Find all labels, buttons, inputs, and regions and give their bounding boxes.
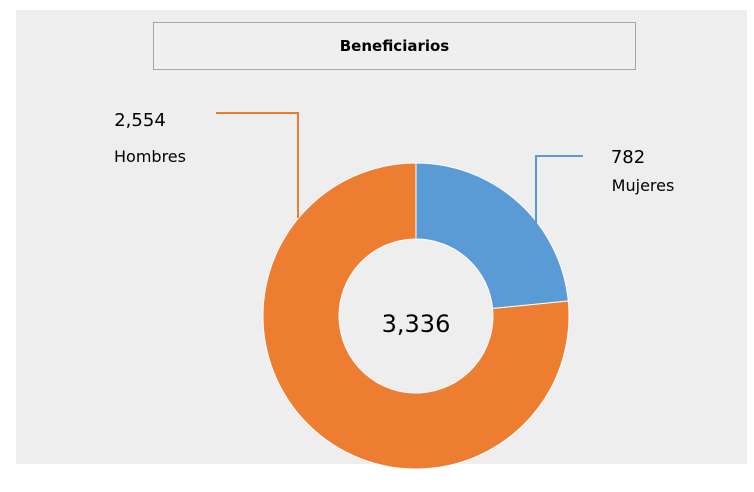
category-label-mujeres: Mujeres bbox=[612, 176, 675, 195]
leader-mujeres bbox=[535, 155, 583, 223]
leader-lines bbox=[216, 112, 583, 223]
slice-hombres bbox=[262, 162, 570, 470]
data-labels: 782 Mujeres 2,554 Hombres bbox=[114, 110, 674, 195]
leader-hombres bbox=[216, 112, 299, 218]
slice-mujeres bbox=[415, 162, 569, 310]
total-center-label: 3,336 bbox=[382, 310, 451, 338]
value-label-mujeres: 782 bbox=[611, 147, 645, 168]
category-label-hombres: Hombres bbox=[114, 147, 186, 166]
chart-title: Beneficiarios bbox=[153, 22, 636, 70]
donut-slices bbox=[262, 162, 570, 470]
value-label-hombres: 2,554 bbox=[114, 110, 166, 131]
